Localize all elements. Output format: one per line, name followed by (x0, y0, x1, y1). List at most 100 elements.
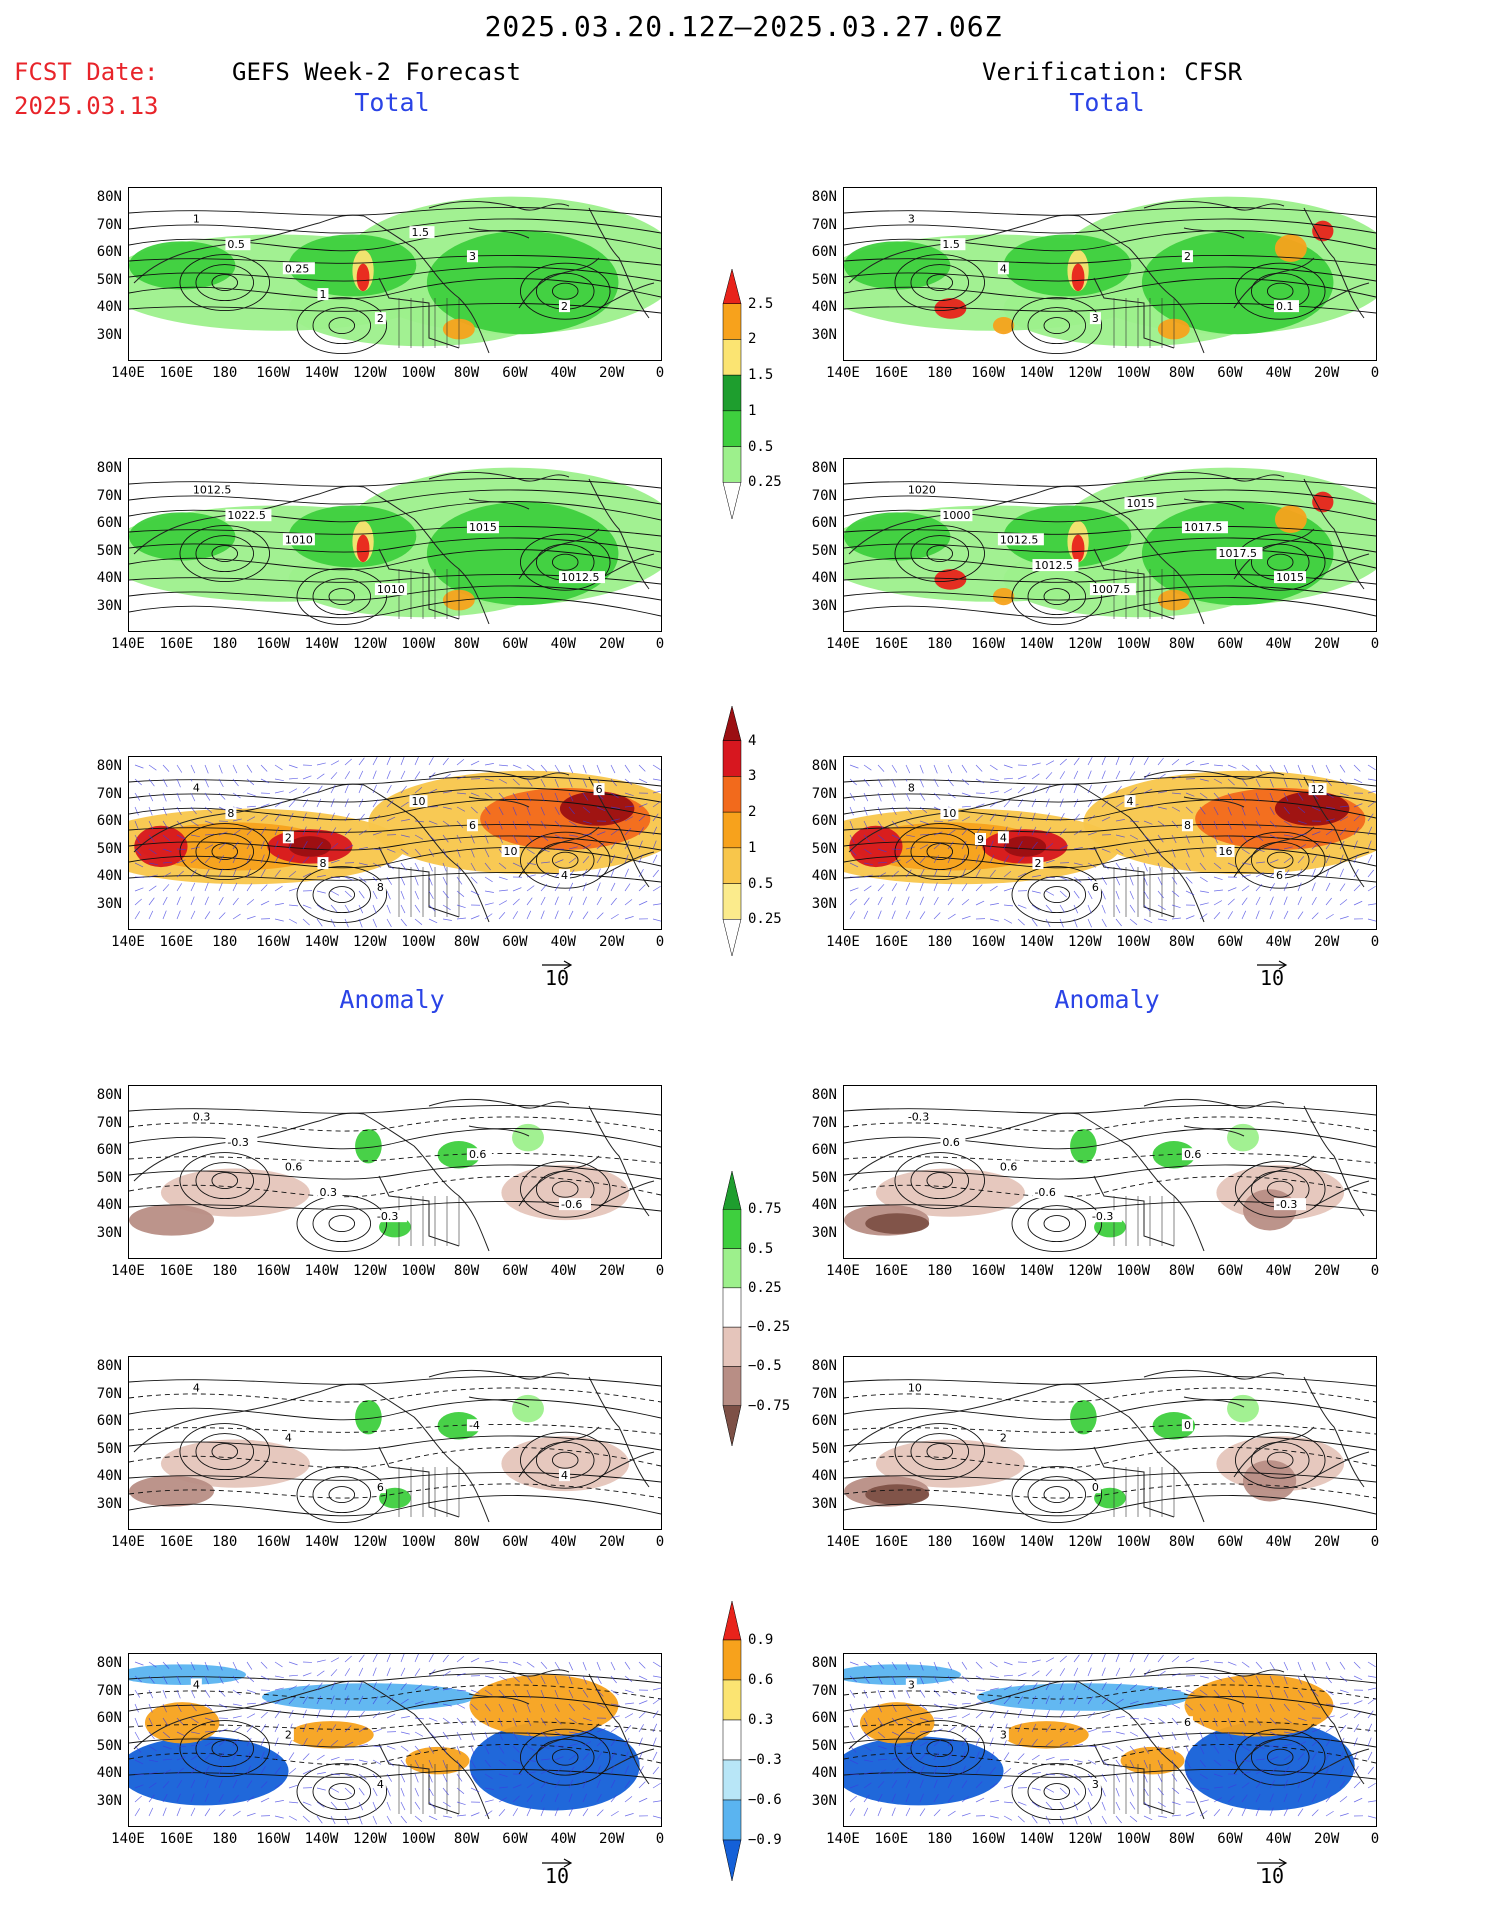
wind-vector (624, 764, 631, 773)
wind-vector (877, 778, 883, 788)
closed-contour (910, 535, 970, 573)
wind-vector (512, 1808, 518, 1817)
wind-vector (1339, 883, 1346, 892)
wind-vector (344, 890, 352, 898)
closed-contour (519, 1728, 611, 1786)
wind-vector (288, 1767, 297, 1775)
wind-vector (582, 855, 590, 864)
wind-vector (512, 792, 519, 801)
wind-vector (400, 770, 406, 780)
wind-vector (442, 1670, 451, 1677)
wind-vector (863, 778, 870, 787)
wind-vector (1101, 1667, 1106, 1677)
wind-vector (1213, 1786, 1223, 1789)
wind-vector (1087, 831, 1097, 836)
wind-vector (358, 1710, 365, 1719)
wind-vector (1199, 876, 1208, 883)
wind-vector (442, 1717, 451, 1724)
coastline (133, 1680, 365, 1750)
wind-vector (246, 1780, 253, 1789)
wind-vector (330, 760, 340, 766)
wind-vector (1171, 1655, 1180, 1663)
wind-vector (344, 771, 351, 780)
wind-vector (1143, 918, 1153, 924)
colorbar-svg (722, 268, 742, 520)
wind-vector (1199, 778, 1209, 782)
wind-vector (526, 1675, 533, 1684)
wind-vector (961, 1713, 971, 1719)
wind-vector (1213, 862, 1222, 869)
closed-contour (179, 1423, 271, 1481)
wind-vector (975, 764, 983, 772)
lon-tick-label: 100W (401, 636, 436, 652)
wind-vector (498, 911, 506, 920)
coastline (1303, 478, 1365, 590)
lat-tick-label: 70N (811, 1114, 837, 1131)
lat-tick-label: 30N (811, 1224, 837, 1241)
wind-vector (316, 890, 326, 894)
closed-contour (926, 1443, 954, 1461)
closed-contour (1011, 1466, 1103, 1524)
wind-vector (288, 1784, 298, 1789)
wind-vector (1059, 844, 1069, 850)
wind-vector (386, 1697, 394, 1705)
wind-vector (1185, 1773, 1193, 1781)
wind-vector (638, 1675, 648, 1681)
wind-vector (1325, 829, 1334, 836)
wind-vector (919, 764, 924, 774)
wind-vector (1017, 1801, 1027, 1806)
wind-vector (428, 876, 433, 886)
wind-vector (386, 918, 392, 928)
lon-tick-label: 80W (1168, 636, 1195, 652)
wind-vector (162, 861, 172, 864)
lon-tick-label: 120W (352, 1831, 387, 1847)
lat-tick-label: 50N (96, 1737, 122, 1754)
wind-vector (330, 1801, 338, 1809)
wind-vector (274, 1661, 283, 1668)
wind-vector (877, 1793, 883, 1803)
wind-vector (849, 764, 859, 769)
wind-vector (246, 915, 256, 920)
wind-vector (624, 1796, 633, 1803)
wind-vector (218, 855, 225, 864)
lon-tick-label: 20W (598, 1831, 625, 1847)
wind-vector (849, 848, 857, 856)
lon-tick-label: 120W (1067, 636, 1102, 652)
wind-vector (1269, 1793, 1274, 1803)
wind-vector (1073, 1667, 1079, 1677)
wind-vector (414, 1759, 420, 1769)
wind-vector (358, 757, 365, 766)
wind-vector (1241, 764, 1250, 771)
wind-vector (526, 1759, 536, 1762)
lon-tick-label: 140W (304, 934, 339, 950)
wind-vector (1031, 875, 1041, 878)
reference-arrow-value: 10 (544, 966, 570, 990)
contour-label: 1012.5 (561, 571, 600, 584)
wind-vector (1003, 1697, 1011, 1705)
wind-vector (905, 1766, 912, 1775)
wind-vector (540, 1780, 548, 1789)
shading-region (356, 534, 370, 563)
wind-vector (1325, 897, 1332, 906)
wind-vector (919, 1779, 924, 1789)
wind-vector (232, 882, 238, 892)
lon-tick-label: 140E (111, 365, 145, 381)
lat-tick-label: 40N (96, 1197, 122, 1214)
coastline (1183, 227, 1245, 239)
wind-vector (877, 1675, 883, 1685)
lat-tick-label: 50N (811, 840, 837, 857)
wind-vector (863, 848, 872, 855)
wind-vector (961, 805, 971, 808)
wind-vector (1003, 1815, 1013, 1821)
wind-vector (316, 875, 326, 878)
wind-vector (1059, 1725, 1067, 1733)
wind-vector (961, 1661, 968, 1670)
wind-vector (1101, 862, 1109, 870)
closed-contour (179, 1152, 271, 1210)
wind-vector (1073, 798, 1079, 808)
wind-vector (1227, 1717, 1232, 1727)
lat-tick-label: 80N (96, 460, 122, 477)
wind-vector (624, 1702, 634, 1705)
coastline (378, 1175, 460, 1247)
lon-tick-label: 60W (1217, 365, 1243, 381)
